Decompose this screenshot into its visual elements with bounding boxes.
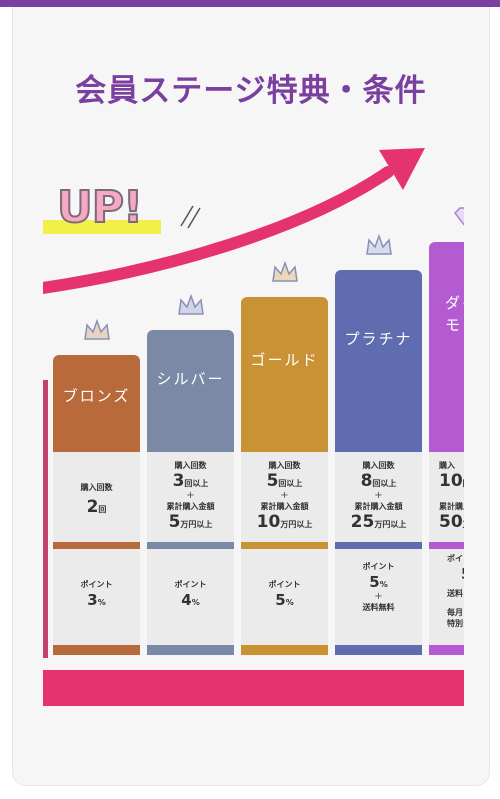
condition-value: 8 bbox=[360, 471, 373, 491]
condition-unit: 回 bbox=[463, 479, 464, 488]
diamond-icon bbox=[451, 206, 464, 228]
amount-unit: 万円以上 bbox=[374, 520, 407, 529]
condition-panel-bronze: 購入回数 2回 bbox=[53, 452, 140, 542]
amount-value: 10 bbox=[256, 512, 281, 532]
condition-label: 購入回数 bbox=[268, 461, 301, 470]
benefit-panel-gold: ポイント 5% bbox=[241, 549, 328, 645]
benefit-panel-diamond: ポイ 5 送料 毎月 特別ク bbox=[429, 549, 464, 645]
condition-unit: 回 bbox=[98, 505, 107, 514]
benefit-unit: % bbox=[191, 598, 200, 607]
plus-sign: + bbox=[374, 591, 383, 602]
benefit-label: ポイント bbox=[362, 562, 395, 571]
stage-column-partial bbox=[43, 380, 48, 658]
plus-sign: + bbox=[280, 490, 289, 501]
growth-arrow-icon bbox=[43, 148, 425, 294]
benefit-value: 5 bbox=[275, 591, 286, 609]
stage-name-diamond-line1: ダイ bbox=[445, 294, 464, 312]
benefit-label: ポイント bbox=[174, 580, 207, 589]
stage-name-gold: ゴールド bbox=[250, 351, 319, 369]
amount-unit: 万円以上 bbox=[280, 520, 313, 529]
benefit-value: 3 bbox=[87, 591, 98, 609]
condition-panel-silver: 購入回数 3回以上 + 累計購入金額 5万円以上 bbox=[147, 452, 234, 542]
condition-value: 5 bbox=[266, 471, 279, 491]
amount-label: 累計購入金額 bbox=[354, 502, 403, 511]
condition-value: 10 bbox=[439, 471, 463, 491]
stage-name-diamond-line2: モン bbox=[445, 316, 464, 334]
up-label: UP! bbox=[56, 181, 144, 234]
benefit-panel-bronze: ポイント 3% bbox=[53, 549, 140, 645]
stage-name-bronze: ブロンズ bbox=[62, 387, 131, 405]
condition-panel-platinum: 購入回数 8回以上 + 累計購入金額 25万円以上 bbox=[335, 452, 422, 542]
stage-name-silver: シルバー bbox=[156, 370, 225, 388]
amount-unit: 万 bbox=[463, 520, 464, 529]
stage-column-platinum: プラチナ 購入回数 8回以上 + 累計購入金額 25万円以上 ポイント 5% +… bbox=[335, 233, 422, 655]
benefit-unit: % bbox=[379, 580, 388, 589]
monthly-label: 毎月 bbox=[447, 608, 463, 617]
free-shipping-label: 送料 bbox=[447, 589, 463, 598]
benefit-unit: % bbox=[285, 598, 294, 607]
benefit-label: ポイント bbox=[268, 580, 301, 589]
stage-column-gold: ゴールド 購入回数 5回以上 + 累計購入金額 10万円以上 ポイント 5% bbox=[241, 260, 328, 655]
crown-icon bbox=[177, 293, 205, 316]
amount-value: 5 bbox=[168, 512, 181, 532]
stage-infographic: UP! ブロンズ 購入回数 2回 ポイント 3% シルバー 購入回数 3回 bbox=[43, 120, 464, 660]
benefit-label: ポイント bbox=[80, 580, 113, 589]
condition-label: 購入 bbox=[439, 461, 455, 470]
condition-panel-gold: 購入回数 5回以上 + 累計購入金額 10万円以上 bbox=[241, 452, 328, 542]
amount-label: 累計購入金額 bbox=[260, 502, 309, 511]
benefit-value: 5 bbox=[369, 573, 380, 591]
benefit-panel-silver: ポイント 4% bbox=[147, 549, 234, 645]
benefit-value: 5 bbox=[447, 565, 464, 583]
condition-label: 購入回数 bbox=[80, 483, 113, 492]
amount-unit: 万円以上 bbox=[180, 520, 213, 529]
plus-sign: + bbox=[186, 490, 195, 501]
condition-label: 購入回数 bbox=[362, 461, 395, 470]
crown-icon bbox=[271, 260, 299, 283]
amount-value: 50 bbox=[439, 512, 463, 532]
crown-icon bbox=[365, 233, 393, 256]
stage-column-diamond: ダイ モン 購入 10回 + 累計購入 50万 ポイ 5 送料 毎月 特別ク bbox=[429, 207, 464, 655]
condition-panel-diamond: 購入 10回 + 累計購入 50万 bbox=[429, 452, 464, 542]
stage-column-bronze: ブロンズ 購入回数 2回 ポイント 3% bbox=[53, 318, 140, 655]
benefit-label: ポイ bbox=[447, 554, 463, 563]
crown-icon bbox=[83, 318, 111, 341]
amount-value: 25 bbox=[350, 512, 375, 532]
benefit-panel-platinum: ポイント 5% + 送料無料 bbox=[335, 549, 422, 645]
amount-label: 累計購入 bbox=[439, 502, 464, 511]
free-shipping-label: 送料無料 bbox=[362, 603, 395, 612]
amount-label: 累計購入金額 bbox=[166, 502, 215, 511]
stage-column-silver: シルバー 購入回数 3回以上 + 累計購入金額 5万円以上 ポイント 4% bbox=[147, 293, 234, 655]
condition-unit: 回以上 bbox=[184, 479, 209, 488]
condition-value: 2 bbox=[86, 497, 99, 517]
top-accent-bar bbox=[0, 0, 500, 7]
bottom-pink-band bbox=[43, 670, 464, 706]
special-coupon-label: 特別ク bbox=[447, 619, 464, 628]
condition-unit: 回以上 bbox=[278, 479, 303, 488]
condition-label: 購入回数 bbox=[174, 461, 207, 470]
stage-name-platinum: プラチナ bbox=[344, 330, 413, 348]
condition-unit: 回以上 bbox=[372, 479, 397, 488]
benefit-unit: % bbox=[97, 598, 106, 607]
benefit-value: 4 bbox=[181, 591, 192, 609]
plus-sign: + bbox=[374, 490, 383, 501]
condition-value: 3 bbox=[172, 471, 185, 491]
page-title: 会員ステージ特典・条件 bbox=[75, 73, 427, 109]
plus-sign: + bbox=[439, 491, 464, 501]
